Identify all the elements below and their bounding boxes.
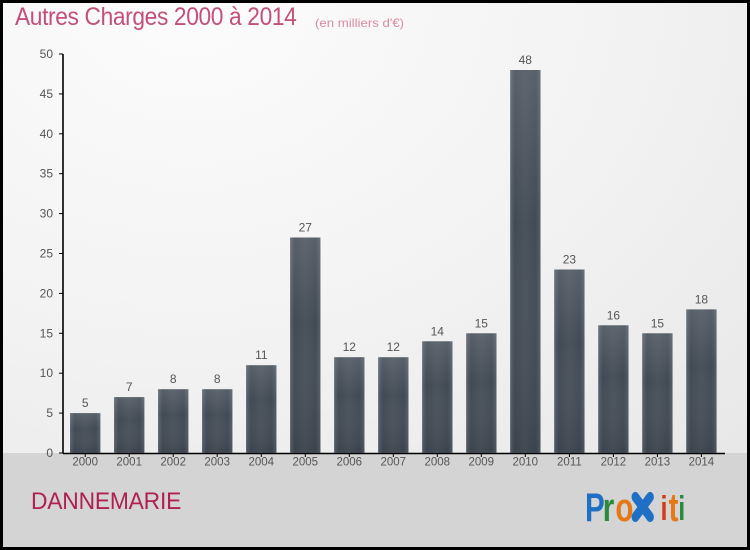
svg-text:2007: 2007 (381, 457, 407, 469)
svg-text:r: r (603, 486, 615, 530)
svg-text:35: 35 (40, 167, 54, 181)
svg-text:2000: 2000 (72, 457, 98, 469)
svg-text:2014: 2014 (689, 457, 715, 469)
svg-text:2003: 2003 (204, 457, 230, 469)
svg-text:10: 10 (40, 366, 54, 380)
svg-text:8: 8 (214, 372, 221, 386)
svg-text:27: 27 (299, 221, 313, 235)
svg-text:2008: 2008 (425, 457, 451, 469)
svg-text:25: 25 (40, 247, 54, 261)
svg-text:i: i (678, 490, 685, 528)
svg-text:40: 40 (40, 127, 54, 141)
svg-text:15: 15 (475, 316, 489, 330)
svg-text:48: 48 (519, 53, 533, 67)
svg-text:2006: 2006 (337, 457, 363, 469)
svg-text:5: 5 (46, 406, 53, 420)
svg-text:12: 12 (387, 340, 401, 354)
svg-text:2005: 2005 (293, 457, 319, 469)
svg-text:t: t (669, 486, 679, 530)
svg-text:30: 30 (40, 207, 54, 221)
svg-text:2012: 2012 (601, 457, 627, 469)
svg-text:15: 15 (40, 326, 54, 340)
svg-text:7: 7 (126, 380, 133, 394)
svg-text:15: 15 (651, 316, 665, 330)
svg-text:2009: 2009 (469, 457, 495, 469)
svg-text:14: 14 (431, 324, 445, 338)
svg-text:2013: 2013 (645, 457, 671, 469)
svg-text:11: 11 (255, 348, 268, 362)
svg-text:2001: 2001 (116, 457, 142, 469)
svg-text:i: i (660, 490, 667, 528)
svg-text:o: o (615, 486, 633, 530)
svg-text:2004: 2004 (249, 457, 275, 469)
svg-text:23: 23 (563, 253, 577, 267)
svg-text:20: 20 (40, 286, 54, 300)
svg-text:45: 45 (40, 87, 54, 101)
svg-text:2010: 2010 (513, 457, 539, 469)
svg-text:18: 18 (695, 292, 709, 306)
svg-text:12: 12 (343, 340, 357, 354)
svg-text:2011: 2011 (557, 457, 582, 469)
svg-text:2002: 2002 (160, 457, 186, 469)
svg-text:8: 8 (170, 372, 177, 386)
svg-text:0: 0 (46, 446, 53, 460)
svg-text:50: 50 (40, 47, 54, 61)
svg-text:16: 16 (607, 308, 621, 322)
svg-text:5: 5 (82, 396, 89, 410)
svg-text:P: P (585, 486, 605, 530)
